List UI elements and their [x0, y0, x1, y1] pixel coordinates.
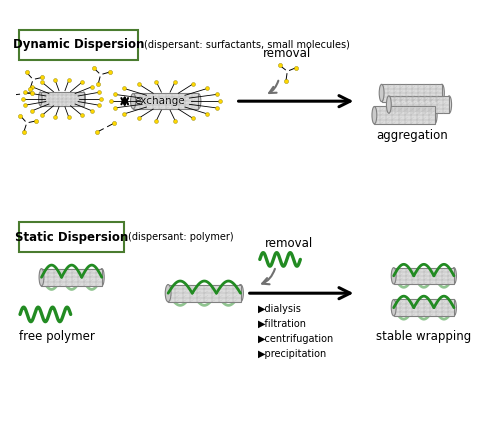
Ellipse shape	[392, 267, 396, 284]
Text: Static Dispersion: Static Dispersion	[14, 231, 128, 244]
Ellipse shape	[238, 285, 244, 302]
Ellipse shape	[452, 267, 456, 284]
Ellipse shape	[446, 96, 452, 113]
Ellipse shape	[39, 269, 44, 286]
Ellipse shape	[82, 92, 86, 105]
Ellipse shape	[372, 106, 377, 124]
Polygon shape	[133, 93, 198, 109]
Text: ▶dialysis
▶filtration
▶centrifugation
▶precipitation: ▶dialysis ▶filtration ▶centrifugation ▶p…	[258, 304, 334, 359]
Ellipse shape	[386, 96, 392, 113]
Text: stable wrapping: stable wrapping	[376, 330, 472, 343]
Ellipse shape	[452, 299, 456, 316]
Ellipse shape	[196, 93, 201, 109]
FancyBboxPatch shape	[18, 222, 124, 252]
Ellipse shape	[130, 93, 136, 109]
Text: exchange: exchange	[134, 96, 185, 106]
FancyBboxPatch shape	[18, 30, 138, 60]
Text: Dynamic Dispersion: Dynamic Dispersion	[12, 38, 144, 51]
Ellipse shape	[38, 92, 42, 105]
Polygon shape	[394, 299, 454, 316]
Text: (dispersant: polymer): (dispersant: polymer)	[128, 232, 234, 242]
Text: removal: removal	[264, 237, 313, 250]
Text: (dispersant: surfactants, small molecules): (dispersant: surfactants, small molecule…	[144, 40, 350, 50]
Ellipse shape	[165, 285, 171, 302]
Ellipse shape	[392, 299, 396, 316]
Text: free polymer: free polymer	[19, 330, 95, 343]
Ellipse shape	[432, 106, 437, 124]
Ellipse shape	[440, 84, 444, 102]
Polygon shape	[40, 92, 84, 105]
Polygon shape	[389, 96, 449, 113]
Polygon shape	[394, 267, 454, 284]
Text: aggregation: aggregation	[376, 130, 448, 143]
Polygon shape	[42, 269, 102, 286]
Text: removal: removal	[263, 48, 312, 60]
Ellipse shape	[100, 269, 104, 286]
Polygon shape	[374, 106, 434, 124]
Polygon shape	[382, 84, 442, 102]
Ellipse shape	[379, 84, 384, 102]
Polygon shape	[168, 285, 240, 302]
